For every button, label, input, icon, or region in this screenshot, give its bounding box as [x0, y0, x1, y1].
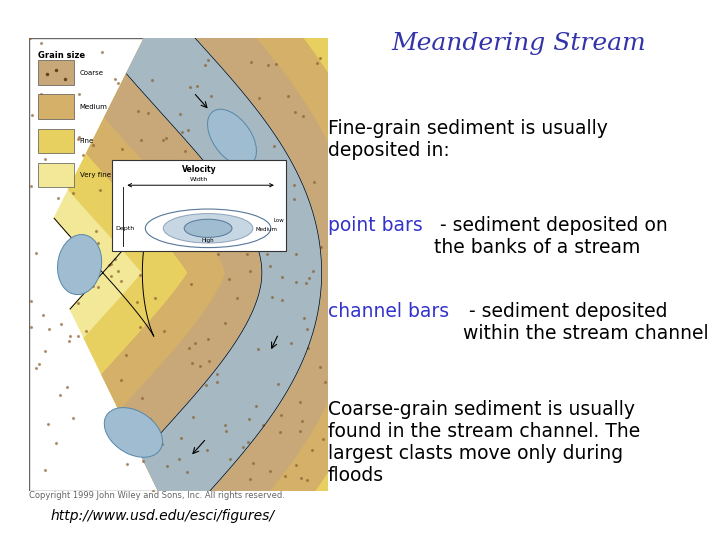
FancyBboxPatch shape — [37, 129, 73, 153]
Text: Meandering Stream: Meandering Stream — [391, 32, 646, 56]
FancyBboxPatch shape — [37, 163, 73, 187]
Ellipse shape — [58, 234, 102, 295]
Polygon shape — [127, 2, 322, 528]
Text: High: High — [202, 238, 215, 243]
Polygon shape — [54, 0, 441, 540]
FancyBboxPatch shape — [37, 94, 73, 119]
Text: Depth: Depth — [115, 226, 135, 231]
Text: http://www.usd.edu/esci/figures/: http://www.usd.edu/esci/figures/ — [50, 509, 274, 523]
Text: Velocity: Velocity — [182, 165, 217, 174]
Ellipse shape — [184, 219, 232, 238]
Bar — [112, 160, 286, 251]
Text: Coarse-grain sediment is usually
found in the stream channel. The
largest clasts: Coarse-grain sediment is usually found i… — [328, 400, 640, 484]
Text: Copyright 1999 John Wiley and Sons, Inc. All rights reserved.: Copyright 1999 John Wiley and Sons, Inc.… — [29, 490, 284, 500]
Ellipse shape — [163, 213, 253, 243]
Ellipse shape — [104, 408, 163, 457]
Ellipse shape — [145, 209, 271, 247]
Text: Low: Low — [274, 218, 284, 222]
FancyBboxPatch shape — [37, 60, 73, 85]
Polygon shape — [68, 0, 417, 540]
Text: - sediment deposited on
the banks of a stream: - sediment deposited on the banks of a s… — [434, 216, 668, 257]
Text: Fine: Fine — [80, 138, 94, 144]
Text: Medium: Medium — [256, 227, 278, 232]
Text: point bars: point bars — [328, 216, 423, 235]
Text: - sediment deposited
within the stream channel: - sediment deposited within the stream c… — [463, 302, 708, 343]
Ellipse shape — [207, 109, 256, 166]
Polygon shape — [105, 0, 357, 540]
Text: Very fine: Very fine — [80, 172, 111, 178]
Text: Coarse: Coarse — [80, 70, 104, 76]
Text: Medium: Medium — [80, 104, 107, 110]
Text: Width: Width — [190, 177, 208, 181]
Polygon shape — [86, 0, 387, 540]
Text: Grain size: Grain size — [37, 51, 85, 60]
Text: channel bars: channel bars — [328, 302, 449, 321]
Text: Fine-grain sediment is usually
deposited in:: Fine-grain sediment is usually deposited… — [328, 119, 608, 160]
